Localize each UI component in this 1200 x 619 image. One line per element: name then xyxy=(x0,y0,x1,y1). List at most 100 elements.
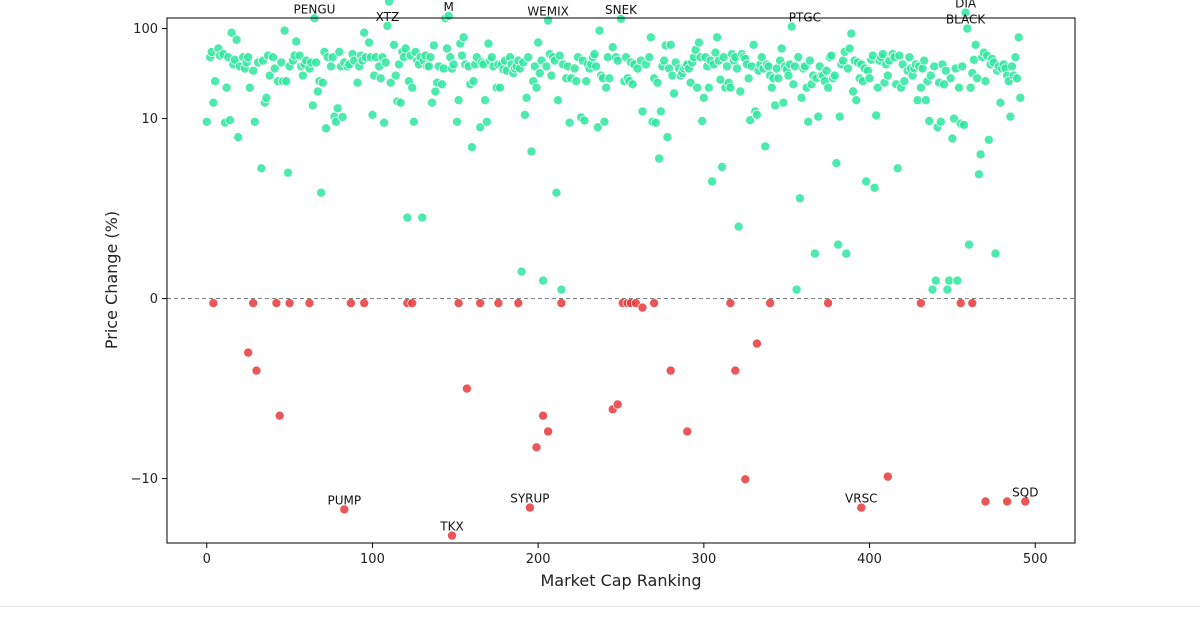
gain-point xyxy=(650,117,661,128)
loss-point xyxy=(531,442,542,453)
gain-point xyxy=(486,52,497,63)
gain-point xyxy=(1013,32,1024,43)
y-tick-label: −10 xyxy=(131,472,158,487)
gain-point xyxy=(325,61,336,72)
gain-point xyxy=(408,116,419,127)
gain-point xyxy=(763,61,774,72)
gain-point xyxy=(468,76,479,87)
gain-point xyxy=(579,115,590,126)
gain-point xyxy=(892,163,903,174)
gain-point xyxy=(962,23,973,34)
gain-point xyxy=(894,50,905,61)
gain-point xyxy=(428,40,439,51)
gain-point xyxy=(659,55,670,66)
gain-point xyxy=(607,42,618,53)
x-tick-label: 300 xyxy=(691,552,716,567)
gain-point xyxy=(778,97,789,108)
gain-point xyxy=(332,103,343,114)
loss-point xyxy=(612,399,623,410)
gain-point xyxy=(717,161,728,172)
loss-point xyxy=(359,298,370,309)
gain-point xyxy=(451,116,462,127)
gain-point xyxy=(760,141,771,152)
gain-point xyxy=(441,43,452,54)
gain-point xyxy=(546,70,557,81)
y-tick-label: 100 xyxy=(133,22,158,37)
annotation-label: PENGU xyxy=(294,2,336,16)
gain-point xyxy=(494,82,505,93)
gain-point xyxy=(947,133,958,144)
gain-point xyxy=(829,70,840,81)
x-tick-label: 0 xyxy=(203,552,211,567)
gain-point xyxy=(437,79,448,90)
loss-point xyxy=(980,496,991,507)
gain-point xyxy=(523,52,534,63)
gain-point xyxy=(766,82,777,93)
gain-point xyxy=(912,95,923,106)
gain-point xyxy=(843,63,854,74)
loss-point xyxy=(882,471,893,482)
gain-point xyxy=(882,70,893,81)
annotation-label: BLACK xyxy=(946,13,987,27)
gain-point xyxy=(307,100,318,111)
gain-point xyxy=(256,163,267,174)
annotation-label: SNEK xyxy=(605,3,638,17)
gain-point xyxy=(949,113,960,124)
gain-point xyxy=(569,63,580,74)
gain-point xyxy=(564,117,575,128)
gain-point xyxy=(803,116,814,127)
gain-point xyxy=(425,52,436,63)
gain-point xyxy=(282,167,293,178)
gain-point xyxy=(945,73,956,84)
loss-point xyxy=(1002,496,1013,507)
gain-point xyxy=(964,239,975,250)
gain-point xyxy=(743,73,754,84)
gain-point xyxy=(786,21,797,32)
gain-point xyxy=(337,112,348,123)
gain-point xyxy=(400,43,411,54)
loss-point xyxy=(665,365,676,376)
gain-point xyxy=(438,63,449,74)
gain-point xyxy=(1010,52,1021,63)
gain-point xyxy=(248,65,259,76)
gain-point xyxy=(571,76,582,87)
loss-point xyxy=(248,298,259,309)
gain-point xyxy=(352,77,363,88)
annotation-label: VRSC xyxy=(845,492,878,506)
gain-point xyxy=(794,193,805,204)
loss-point xyxy=(208,298,219,309)
gain-point xyxy=(538,275,549,286)
gain-point xyxy=(940,65,951,76)
gain-point xyxy=(599,116,610,127)
gain-point xyxy=(770,100,781,111)
gain-point xyxy=(276,57,287,68)
gain-point xyxy=(707,176,718,187)
gain-point xyxy=(627,79,638,90)
gain-point xyxy=(312,86,323,97)
gain-point xyxy=(973,169,984,180)
gain-point xyxy=(297,70,308,81)
loss-point xyxy=(407,298,418,309)
x-axis-label: Market Cap Ranking xyxy=(540,571,701,590)
gain-point xyxy=(846,28,857,39)
gain-point xyxy=(793,52,804,63)
x-tick-label: 100 xyxy=(360,552,385,567)
gain-point xyxy=(654,153,665,164)
gain-point xyxy=(920,95,931,106)
loss-point xyxy=(284,298,295,309)
gain-point xyxy=(645,32,656,43)
x-axis-ticks: 0 100 200 300 400 500 xyxy=(203,543,1048,567)
loss-point xyxy=(251,365,262,376)
gain-point xyxy=(483,38,494,49)
gain-point xyxy=(968,54,979,65)
gain-point xyxy=(427,97,438,108)
loss-point xyxy=(339,504,350,515)
annotation-label: WEMIX xyxy=(527,5,569,19)
gain-point xyxy=(983,134,994,145)
gain-point xyxy=(871,110,882,121)
gain-point xyxy=(954,82,965,93)
gain-point xyxy=(703,82,714,93)
gain-point xyxy=(554,50,565,61)
gain-point xyxy=(551,187,562,198)
gain-point xyxy=(526,146,537,157)
